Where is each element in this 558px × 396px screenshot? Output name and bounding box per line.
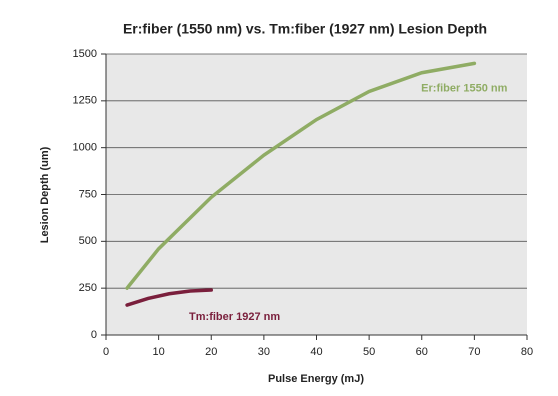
y-tick-label: 250 bbox=[79, 282, 97, 294]
series-label: Tm:fiber 1927 nm bbox=[189, 311, 280, 323]
y-tick-label: 1000 bbox=[73, 142, 97, 154]
y-tick-label: 0 bbox=[91, 329, 97, 341]
series-line bbox=[125, 61, 477, 290]
x-tick-label: 80 bbox=[521, 346, 533, 358]
y-tick-label: 500 bbox=[79, 235, 97, 247]
y-tick-label: 1500 bbox=[73, 48, 97, 60]
x-tick-label: 0 bbox=[103, 346, 109, 358]
chart-title: Er:fiber (1550 nm) vs. Tm:fiber (1927 nm… bbox=[123, 21, 487, 37]
x-tick-label: 50 bbox=[363, 346, 375, 358]
series-line bbox=[125, 288, 213, 307]
x-tick-label: 70 bbox=[468, 346, 480, 358]
y-axis-label: Lesion Depth (um) bbox=[39, 146, 51, 243]
x-tick-label: 30 bbox=[258, 346, 270, 358]
x-axis-label: Pulse Energy (mJ) bbox=[268, 373, 364, 385]
x-tick-label: 40 bbox=[310, 346, 322, 358]
series-label: Er:fiber 1550 nm bbox=[421, 82, 507, 94]
y-tick-label: 1250 bbox=[73, 95, 97, 107]
x-tick-label: 20 bbox=[205, 346, 217, 358]
x-tick-label: 60 bbox=[416, 346, 428, 358]
x-tick-label: 10 bbox=[153, 346, 165, 358]
y-tick-label: 750 bbox=[79, 188, 97, 200]
